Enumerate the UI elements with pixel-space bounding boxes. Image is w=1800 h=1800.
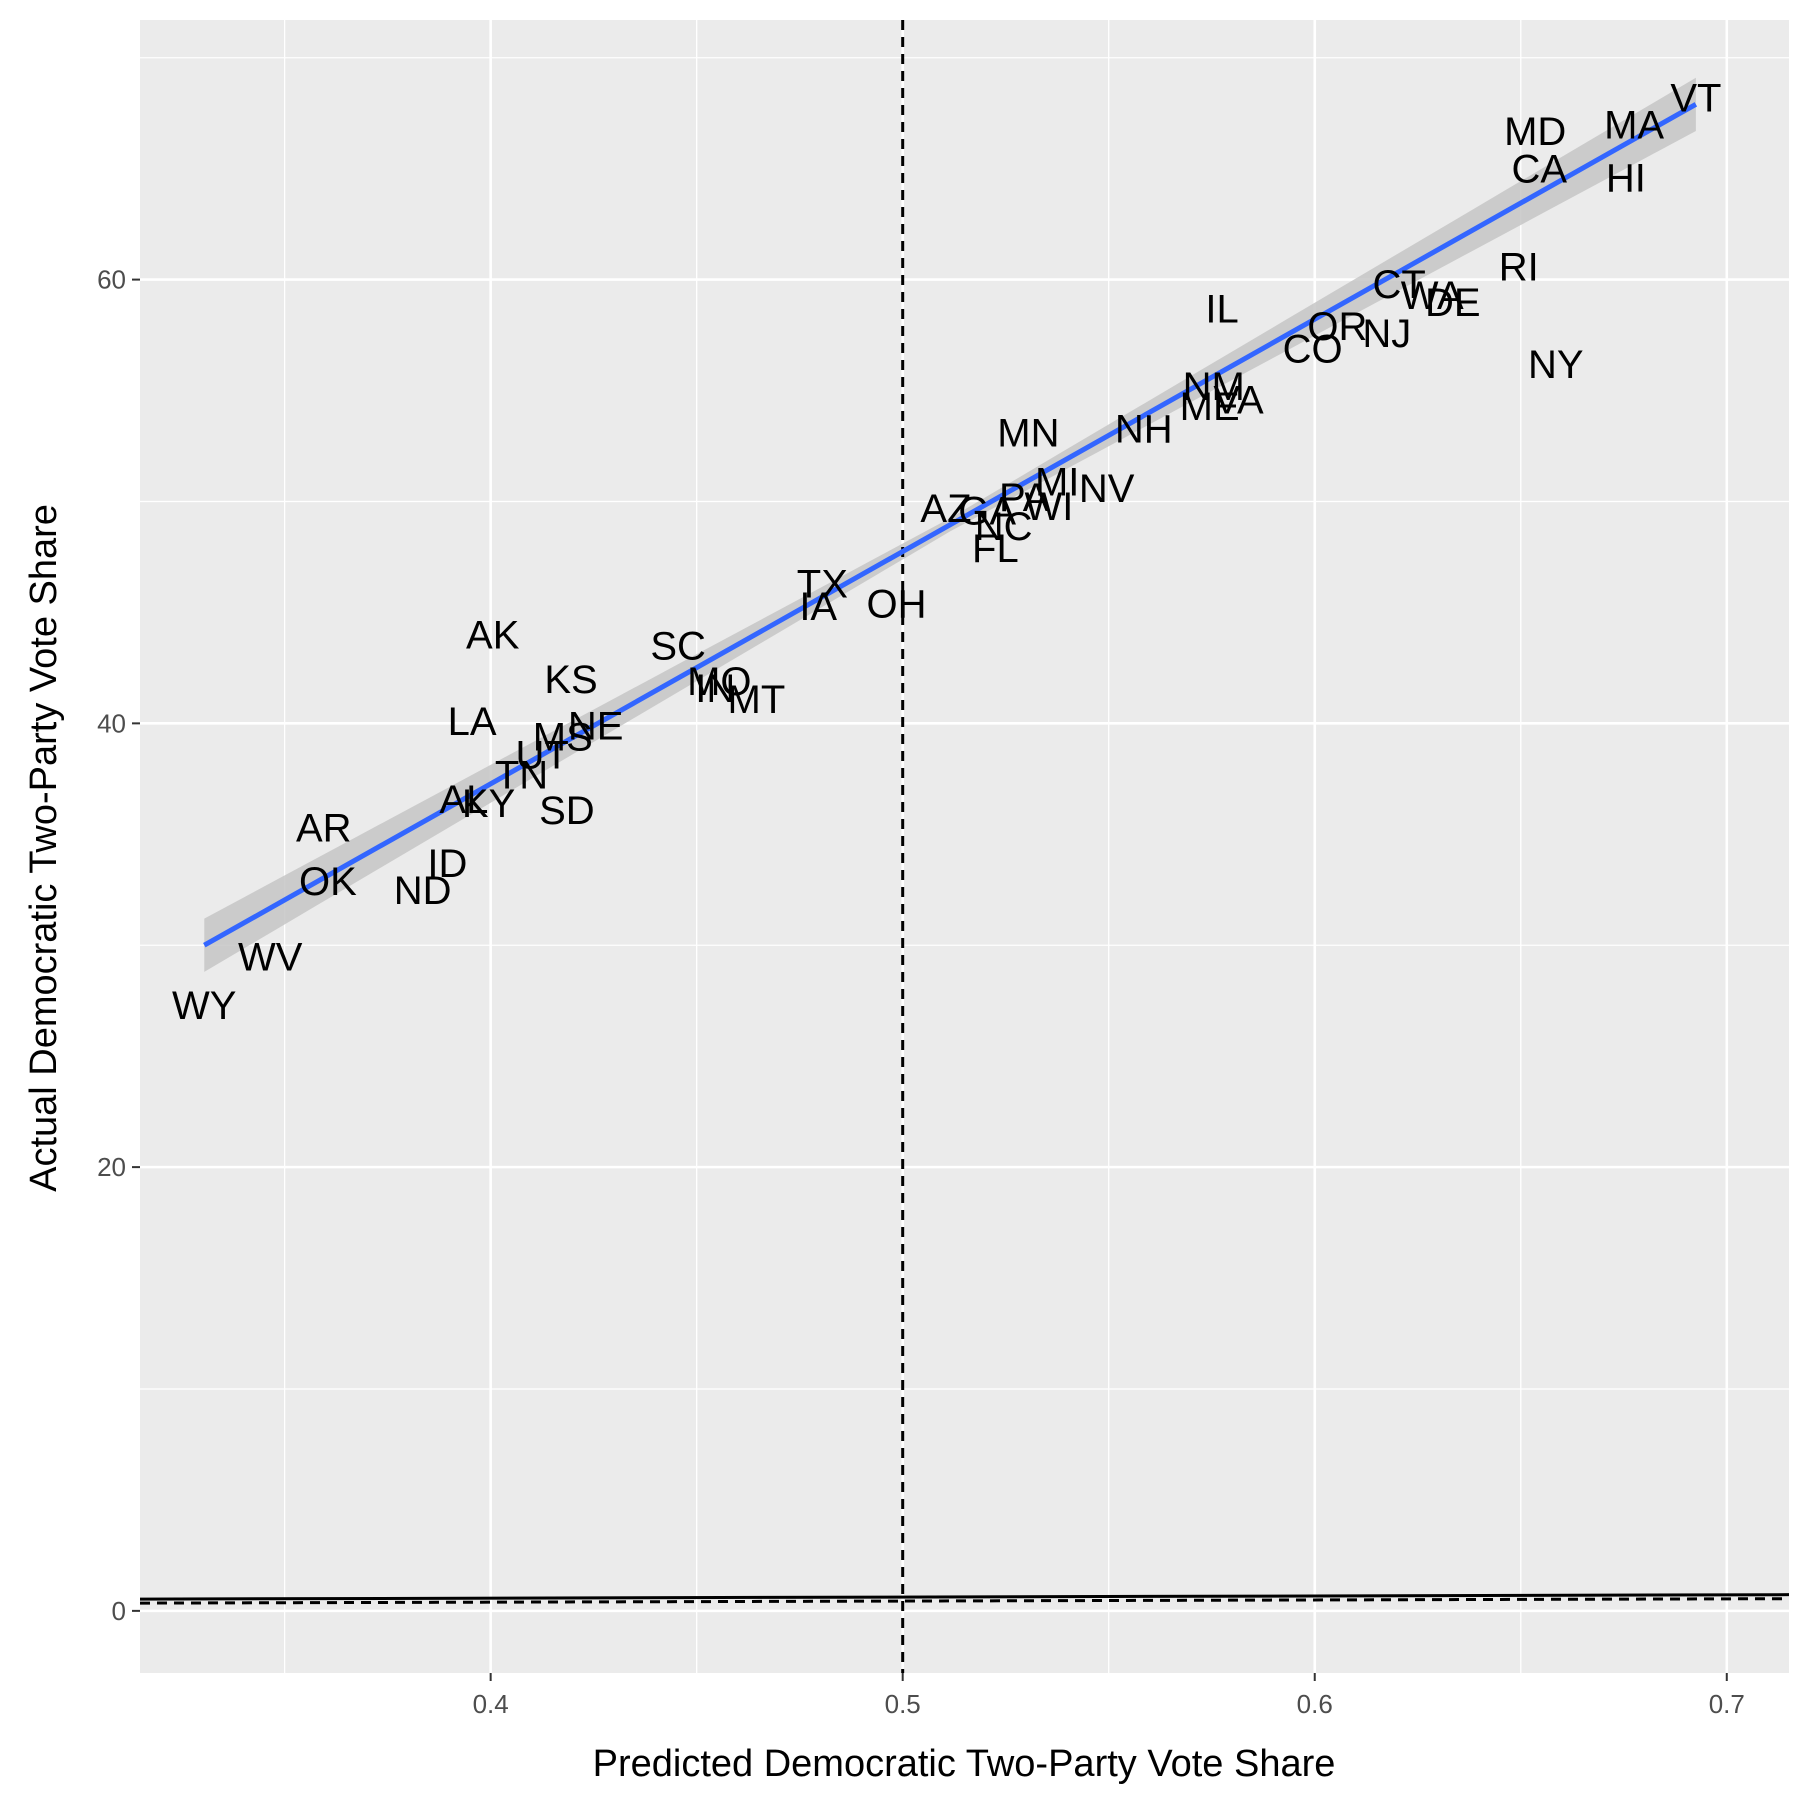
point-label-nj: NJ <box>1362 312 1411 356</box>
x-tick-label: 0.7 <box>1709 1689 1745 1719</box>
point-label-ms: MS <box>533 716 593 760</box>
point-label-ar: AR <box>296 807 352 851</box>
point-label-wi: WI <box>1025 485 1074 529</box>
ref-line-horizontal-solid <box>139 1593 1790 1601</box>
point-label-nv: NV <box>1079 467 1135 511</box>
point-label-az: AZ <box>920 487 971 531</box>
point-label-al: AL <box>439 778 488 822</box>
point-label-wv: WV <box>238 935 303 979</box>
point-label-ky: KY <box>462 782 515 826</box>
point-label-ak: AK <box>466 614 520 658</box>
point-label-nh: NH <box>1115 407 1173 451</box>
point-label-or: OR <box>1307 305 1367 349</box>
fit-line <box>203 102 1698 948</box>
point-label-ma: MA <box>1604 103 1664 147</box>
point-label-ia: IA <box>799 585 837 629</box>
point-label-ok: OK <box>299 860 357 904</box>
y-axis-title: Actual Democratic Two-Party Vote Share <box>23 504 65 1192</box>
point-label-nc: NC <box>975 505 1033 549</box>
point-label-mn: MN <box>997 412 1059 456</box>
point-label-ks: KS <box>544 658 597 702</box>
point-label-nm: NM <box>1183 365 1245 409</box>
point-label-il: IL <box>1205 287 1238 331</box>
point-label-ny: NY <box>1528 343 1584 387</box>
point-label-fl: FL <box>972 527 1019 571</box>
y-tick-label: 20 <box>97 1152 126 1182</box>
y-tick-label: 60 <box>97 265 126 295</box>
point-label-me: ME <box>1180 385 1240 429</box>
point-label-ri: RI <box>1499 245 1539 289</box>
x-tick-label: 0.5 <box>885 1689 921 1719</box>
point-label-in: IN <box>695 667 735 711</box>
point-label-sc: SC <box>650 625 706 669</box>
point-label-de: DE <box>1425 281 1481 325</box>
point-label-ut: UT <box>515 733 568 777</box>
point-label-ga: GA <box>958 489 1016 533</box>
point-label-nd: ND <box>394 869 452 913</box>
y-tick-label: 40 <box>97 708 126 738</box>
point-label-va: VA <box>1213 378 1264 422</box>
point-label-la: LA <box>448 700 497 744</box>
point-label-pa: PA <box>999 476 1050 520</box>
reference-lines <box>139 20 1790 1673</box>
point-label-co: CO <box>1283 327 1343 371</box>
point-label-tx: TX <box>797 563 848 607</box>
x-tick-label: 0.6 <box>1297 1689 1333 1719</box>
fit-line-segment <box>203 102 1698 948</box>
grid-minor <box>140 20 1789 1673</box>
point-label-ne: NE <box>568 705 624 749</box>
point-label-mi: MI <box>1035 461 1079 505</box>
point-label-ca: CA <box>1512 148 1568 192</box>
x-tick-label: 0.4 <box>473 1689 509 1719</box>
point-label-oh: OH <box>867 583 927 627</box>
ref-line-horizontal <box>139 1597 1790 1605</box>
point-label-mo: MO <box>687 660 751 704</box>
y-tick-label: 0 <box>112 1596 126 1626</box>
point-label-id: ID <box>427 842 467 886</box>
point-label-ct: CT <box>1373 263 1426 307</box>
point-label-wa: WA <box>1401 274 1464 318</box>
point-label-md: MD <box>1504 110 1566 154</box>
point-label-wy: WY <box>172 984 236 1028</box>
point-label-hi: HI <box>1606 157 1646 201</box>
x-axis-title: Predicted Democratic Two-Party Vote Shar… <box>593 1743 1336 1785</box>
axis-ticks: 0.4 0.5 0.6 0.7 0 20 40 60 <box>97 265 1745 1719</box>
point-label-tn: TN <box>495 753 548 797</box>
point-label-mt: MT <box>728 678 786 722</box>
point-label-sd: SD <box>539 789 595 833</box>
point-label-vt: VT <box>1670 77 1721 121</box>
